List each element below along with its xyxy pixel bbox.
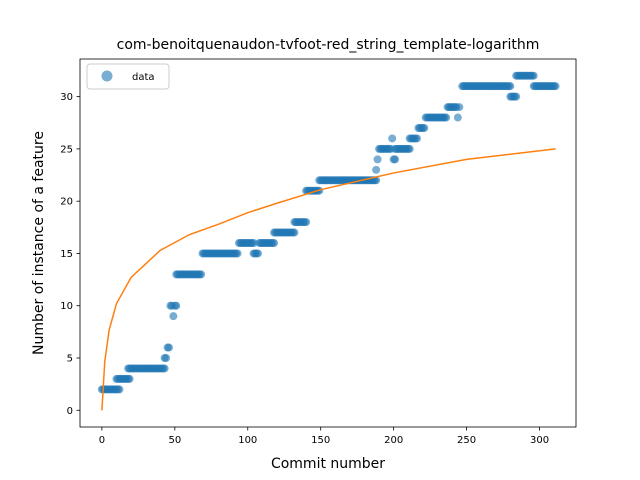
y-tick-label: 0: [67, 406, 73, 417]
data-point: [372, 165, 381, 174]
data-point: [115, 385, 124, 394]
data-point: [405, 144, 414, 153]
fit-line: [101, 148, 556, 411]
x-tick-label: 150: [311, 435, 330, 446]
y-tick-label: 15: [60, 249, 73, 260]
y-tick-label: 5: [67, 354, 73, 365]
data-point: [512, 92, 521, 101]
data-point: [506, 82, 515, 91]
data-point: [197, 270, 206, 279]
x-tick-label: 200: [384, 435, 403, 446]
data-point: [249, 239, 258, 247]
data-point: [442, 113, 451, 122]
data-point: [253, 249, 262, 258]
x-tick-label: 50: [168, 435, 181, 446]
data-point: [162, 354, 171, 362]
data-point: [290, 228, 299, 237]
data-point: [160, 364, 169, 373]
data-point: [233, 249, 242, 258]
data-point: [125, 374, 134, 383]
y-tick-label: 30: [60, 92, 73, 103]
y-tick-label: 10: [60, 301, 73, 312]
legend-label-data: data: [132, 72, 155, 83]
data-point: [172, 301, 181, 310]
axes: 0 50 100 150 200 250 300 0 5 10 15 20 25 30: [60, 58, 577, 446]
x-tick-label: 100: [238, 435, 257, 446]
chart-title: com-benoitquenaudon-tvfoot-red_string_te…: [117, 37, 540, 53]
data-point: [551, 82, 560, 91]
plot-area: [97, 71, 560, 411]
data-point: [412, 134, 421, 143]
legend: data: [86, 63, 170, 90]
y-axis-label: Number of instance of a feature: [31, 131, 47, 355]
x-tick-label: 0: [99, 435, 105, 446]
data-point: [391, 155, 400, 164]
data-point: [270, 239, 279, 247]
data-point: [453, 113, 462, 122]
data-point: [372, 176, 381, 185]
data-point: [529, 71, 538, 80]
legend-box: [86, 63, 170, 90]
legend-marker-data: [101, 70, 113, 82]
data-point: [302, 218, 311, 227]
axes-frame: [79, 58, 577, 428]
x-tick-label: 250: [457, 435, 476, 446]
data-point: [388, 134, 397, 143]
data-point: [455, 103, 464, 112]
y-tick-label: 25: [60, 144, 73, 155]
data-point: [373, 155, 382, 164]
data-point: [420, 124, 429, 132]
data-point: [169, 312, 178, 321]
x-axis-label: Commit number: [271, 456, 385, 472]
x-tick-label: 300: [530, 435, 549, 446]
data-point: [164, 343, 173, 352]
y-tick-label: 20: [60, 197, 73, 208]
